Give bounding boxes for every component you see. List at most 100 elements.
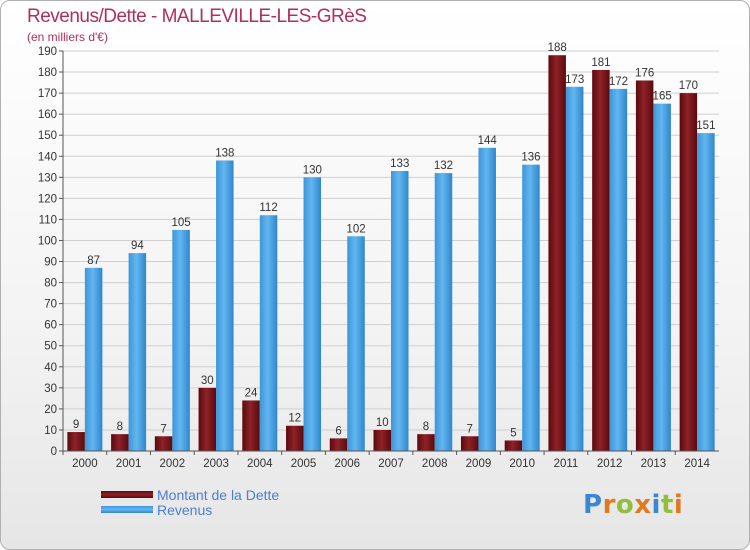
bar-revenus <box>565 86 584 451</box>
y-tick-label: 160 <box>38 109 57 121</box>
logo-letter: i <box>673 490 684 520</box>
y-tick-label: 120 <box>38 193 57 205</box>
data-label-dette: 181 <box>591 57 610 69</box>
data-label-revenus: 102 <box>346 223 365 235</box>
data-label-revenus: 144 <box>478 135 498 147</box>
y-tick-label: 110 <box>39 214 57 226</box>
y-tick-label: 130 <box>38 172 57 184</box>
bar-revenus <box>303 177 322 451</box>
x-tick-label: 2005 <box>291 458 317 470</box>
y-tick-label: 150 <box>38 130 57 142</box>
y-tick-label: 100 <box>38 235 57 247</box>
bar-dette <box>329 438 348 451</box>
bar-revenus <box>84 267 103 451</box>
logo-letter: t <box>660 490 674 520</box>
y-tick-label: 0 <box>51 446 57 458</box>
x-tick-label: 2012 <box>597 458 623 470</box>
y-tick-label: 60 <box>44 320 57 332</box>
legend: Montant de la Dette Revenus <box>101 486 280 518</box>
data-label-dette: 30 <box>201 375 214 387</box>
proxiti-logo: Proxiti <box>583 490 683 520</box>
legend-item-revenus: Revenus <box>101 501 279 518</box>
y-tick-label: 170 <box>38 88 57 100</box>
data-label-revenus: 136 <box>521 152 540 164</box>
data-label-revenus: 165 <box>653 91 672 103</box>
x-tick-label: 2000 <box>72 458 98 470</box>
bar-revenus <box>259 215 278 451</box>
bar-dette <box>635 80 654 451</box>
data-label-dette: 7 <box>160 423 166 435</box>
bar-revenus <box>391 171 409 451</box>
data-label-dette: 9 <box>73 419 79 431</box>
logo-letter: i <box>651 490 661 520</box>
bar-dette <box>286 425 304 451</box>
bar-dette <box>67 432 85 451</box>
bar-revenus <box>478 147 496 451</box>
y-tick-label: 30 <box>44 383 57 395</box>
data-label-dette: 170 <box>679 80 698 92</box>
data-label-revenus: 151 <box>696 120 715 132</box>
data-label-revenus: 172 <box>609 76 628 88</box>
x-tick-label: 2006 <box>334 458 360 470</box>
bar-revenus <box>172 229 190 451</box>
x-tick-label: 2010 <box>509 458 535 470</box>
data-label-revenus: 132 <box>434 160 453 172</box>
data-label-dette: 24 <box>245 387 258 399</box>
y-tick-label: 70 <box>44 299 57 311</box>
x-tick-label: 2009 <box>466 458 492 470</box>
data-label-revenus: 133 <box>390 158 409 170</box>
bar-dette <box>242 400 260 451</box>
bar-revenus <box>434 173 453 451</box>
data-label-revenus: 138 <box>215 147 234 159</box>
data-label-revenus: 94 <box>131 240 144 252</box>
x-tick-label: 2007 <box>378 458 404 470</box>
legend-swatch-revenus <box>101 506 153 513</box>
legend-label-revenus: Revenus <box>157 501 213 518</box>
logo-letter: r <box>602 490 616 520</box>
data-label-revenus: 112 <box>259 202 277 214</box>
y-tick-label: 190 <box>38 46 57 58</box>
data-label-dette: 7 <box>467 423 473 435</box>
bar-dette <box>373 429 391 451</box>
logo-letter: x <box>634 490 652 520</box>
x-tick-label: 2002 <box>160 458 186 470</box>
bar-dette <box>111 434 129 451</box>
x-tick-label: 2001 <box>116 458 142 470</box>
y-tick-label: 10 <box>44 425 57 437</box>
bar-dette <box>679 93 698 452</box>
legend-label-dette: Montant de la Dette <box>157 486 280 503</box>
logo-letter: P <box>583 490 603 520</box>
x-tick-label: 2011 <box>554 458 579 470</box>
bars <box>67 55 715 452</box>
x-tick-label: 2008 <box>422 458 448 470</box>
data-label-dette: 12 <box>288 413 301 425</box>
bar-dette <box>417 434 435 451</box>
data-labels: 9 87 8 94 7 105 30 138 24 112 12 130 6 102 10 133 8 132 7 1… <box>73 42 716 439</box>
data-label-dette: 8 <box>423 421 429 433</box>
bar-dette <box>592 69 610 452</box>
data-label-revenus: 130 <box>303 164 322 176</box>
bar-revenus <box>128 253 147 451</box>
data-label-dette: 8 <box>117 421 123 433</box>
y-axis-ticks: 0 10 20 30 40 50 60 70 80 90 100 110 120 130 140 150 160… <box>38 46 63 458</box>
y-tick-label: 20 <box>44 404 57 416</box>
data-label-revenus: 173 <box>565 74 584 86</box>
data-label-revenus: 87 <box>87 255 100 267</box>
logo-letter: o <box>615 490 635 520</box>
chart-title: Revenus/Dette - MALLEVILLE-LES-GRèS <box>27 6 367 27</box>
bar-revenus <box>347 236 365 451</box>
chart-subtitle: (en milliers d'€) <box>27 30 108 44</box>
y-tick-label: 40 <box>44 362 57 374</box>
y-tick-label: 90 <box>44 257 57 269</box>
x-tick-label: 2013 <box>641 458 667 470</box>
data-label-dette: 6 <box>335 425 341 437</box>
bar-dette <box>548 55 566 452</box>
data-label-revenus: 105 <box>171 217 190 229</box>
data-label-dette: 188 <box>548 42 567 54</box>
data-label-dette: 10 <box>376 417 389 429</box>
bar-dette <box>460 436 479 451</box>
legend-swatch-dette <box>101 491 153 498</box>
bar-dette <box>198 387 217 451</box>
x-tick-label: 2014 <box>684 458 710 470</box>
